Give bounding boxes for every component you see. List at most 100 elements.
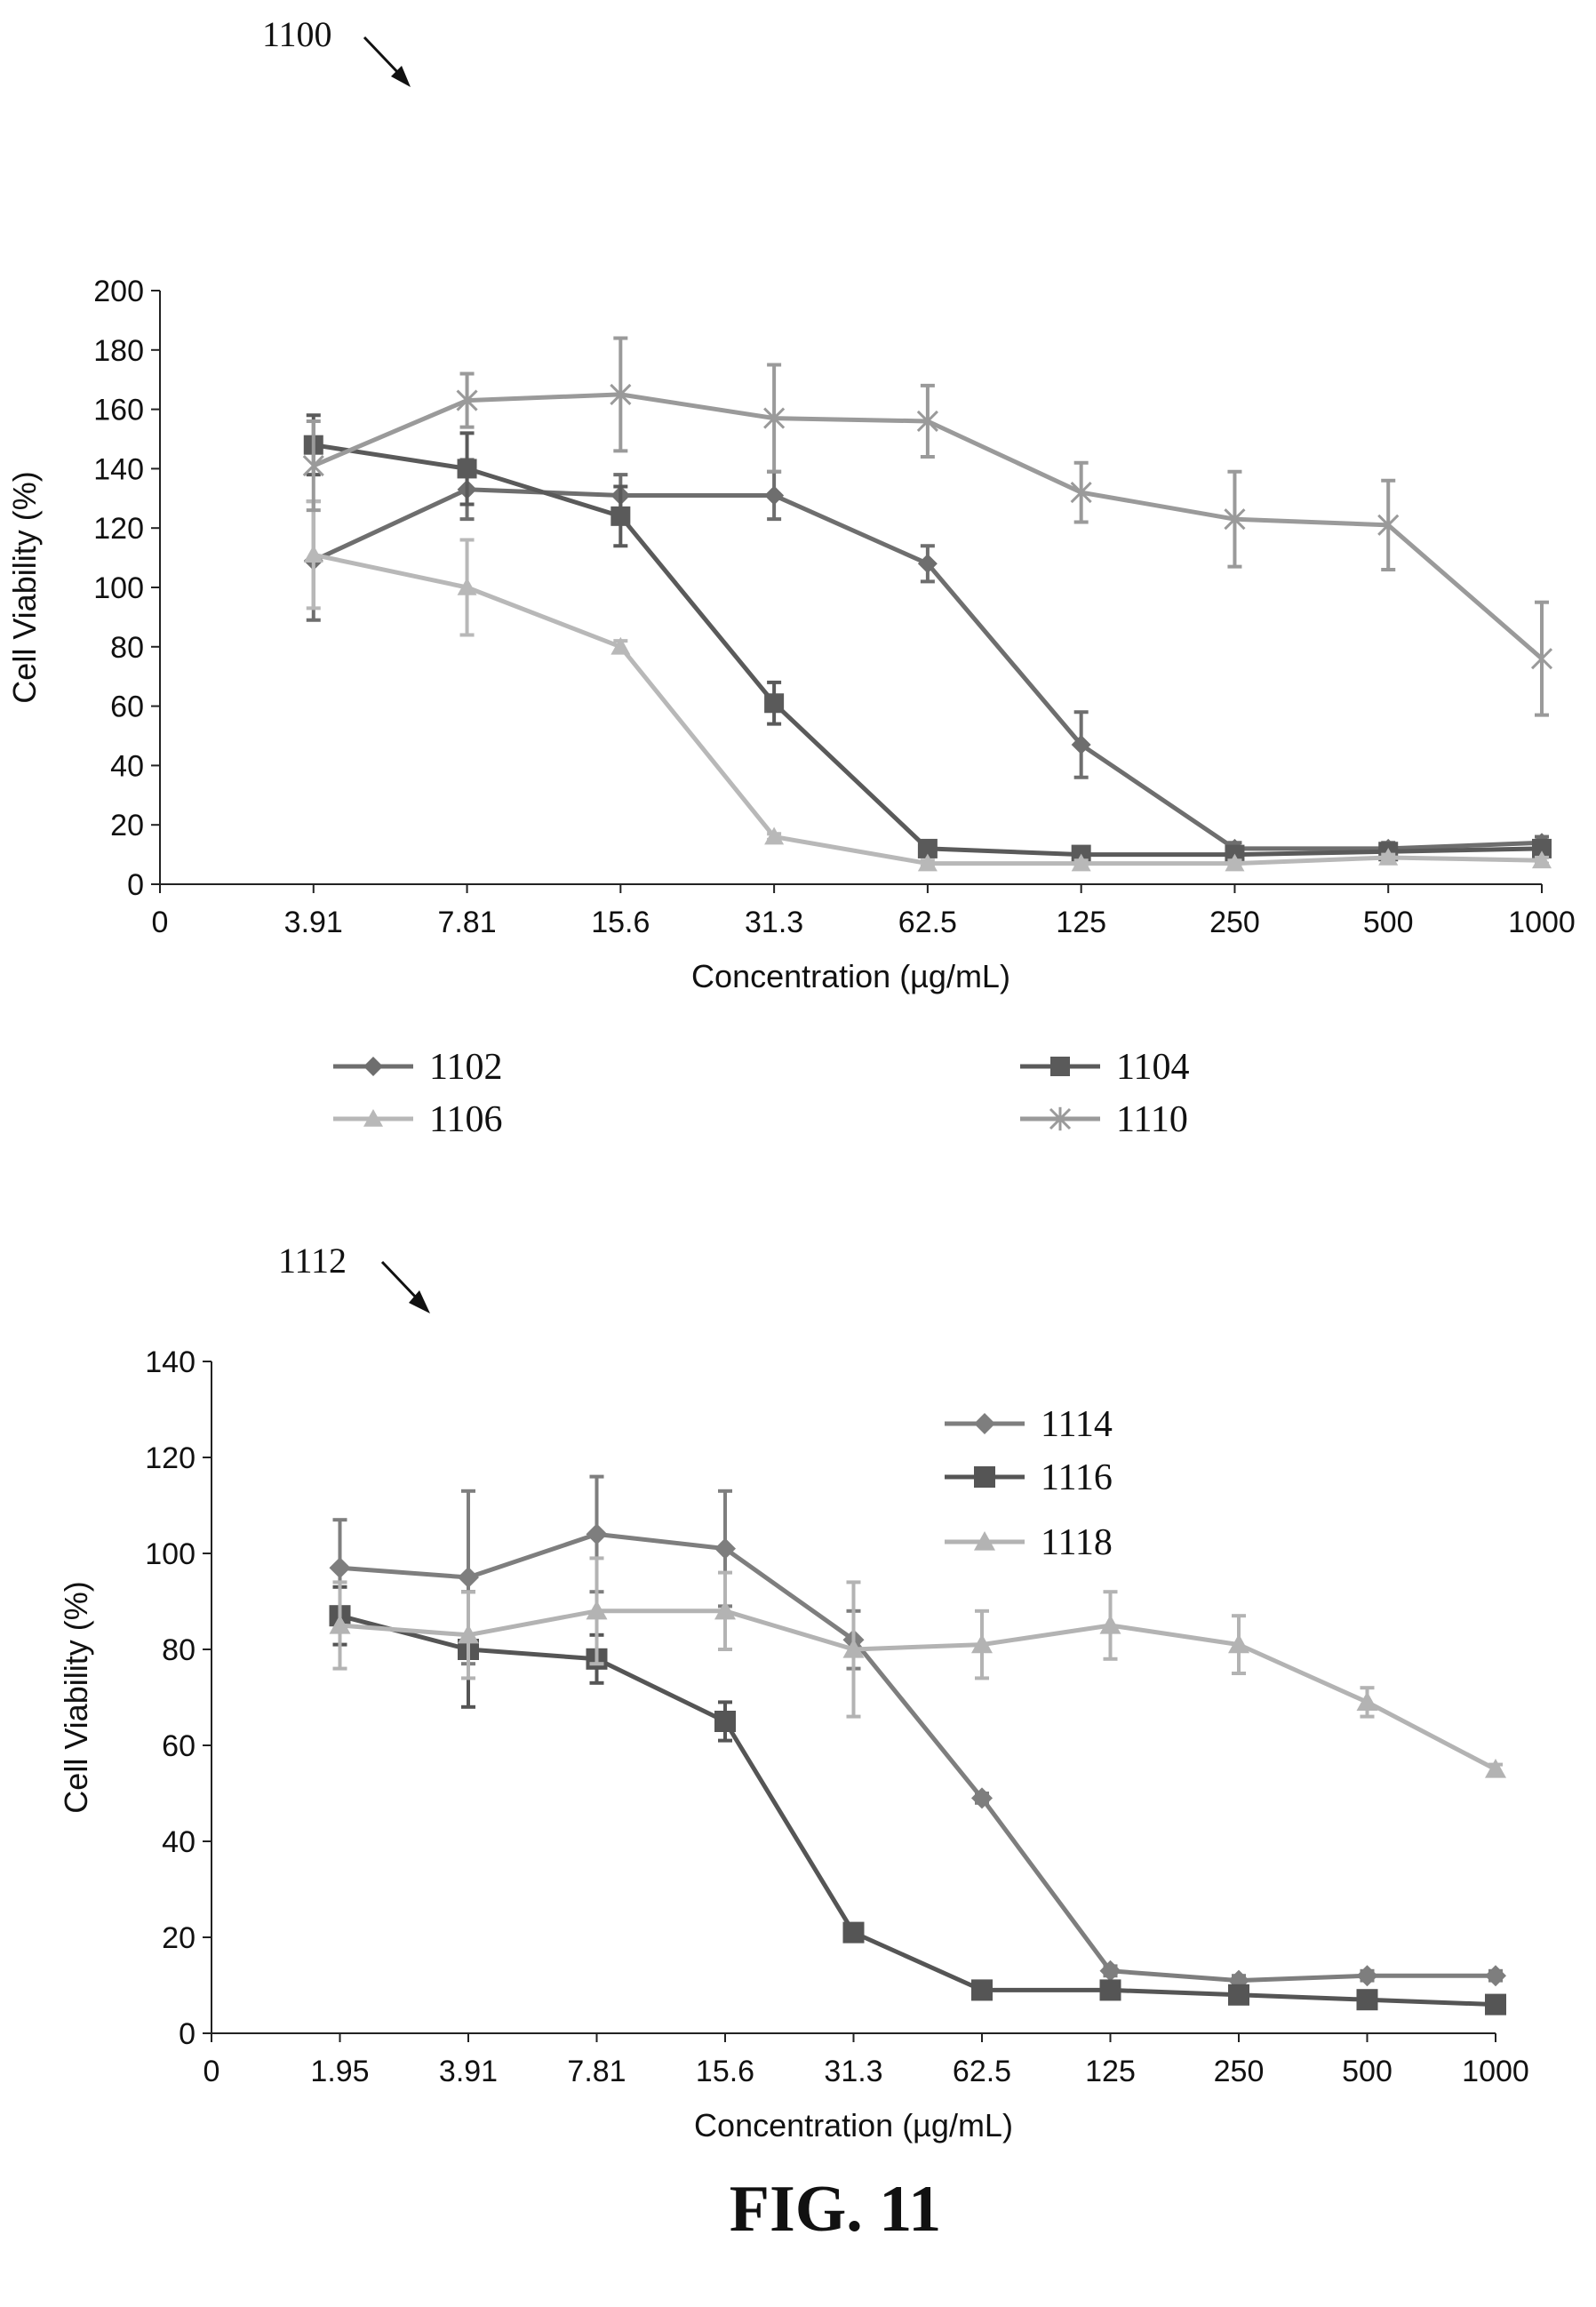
chart1-y-tick-label: 100 [93,571,144,605]
chart1-point [1224,507,1246,531]
chart2-legend-marker [974,1531,995,1551]
chart2-y-tick-label: 20 [162,1921,196,1955]
chart1-y-tick-label: 20 [110,809,144,842]
chart2-legend-item-1114: 1114 [945,1404,1113,1445]
chart1-ref-arrow-head-icon [391,66,411,87]
chart-1112: 0 20 40 60 80 100 120 140 0 1.95 3.91 7.81 15.6 31.3 6… [58,1345,1529,2143]
chart2-y-tick-label: 100 [145,1537,196,1571]
chart1-legend-marker [363,1057,383,1076]
chart1-point [1071,735,1091,755]
chart2-point [1356,1691,1378,1711]
chart1-y-tick-label: 60 [110,691,144,724]
chart2-y-tick-label: 40 [162,1825,196,1859]
chart1-series-1104 [303,413,1552,865]
chart2-point [586,1600,608,1620]
chart1-y-tick-label: 160 [93,394,144,427]
chart1-point [302,453,324,478]
chart1-legend-marker [1049,1106,1072,1131]
chart2-series-1116 [329,1585,1506,2016]
chart2-point [1099,1979,1121,2001]
chart2-point [458,1624,479,1644]
chart1-point [764,693,785,714]
chart1-x-tick-label: 250 [1209,906,1260,939]
figure-caption: FIG. 11 [730,2173,941,2246]
chart1-legend-item-1104: 1104 [1020,1047,1189,1088]
chart1-point [610,382,632,407]
chart1-series-1102 [303,458,1552,858]
chart2-x-tick-label: 1.95 [310,2055,369,2088]
chart2-series-line [339,1609,1497,1772]
chart1-legend-label: 1104 [1116,1047,1189,1088]
chart2-x-tick-label: 7.81 [567,2055,626,2088]
chart1-point [764,826,785,845]
chart1-point [1071,853,1091,872]
chart2-x-tick-label: 500 [1342,2055,1393,2088]
chart1-point [916,409,938,434]
chart1-point [610,636,631,655]
chart2-x-tick-label: 1000 [1462,2055,1529,2088]
chart1-point [1378,847,1399,866]
chart1-ref-arrow-shaft [363,36,402,76]
chart2-point [1485,1759,1506,1778]
chart2-ref: 1112 [278,1241,430,1313]
chart2-ref-label: 1112 [278,1241,347,1281]
chart2-point [329,1557,351,1579]
chart2-x-tick-label: 15.6 [696,2055,754,2088]
chart2-point [1356,1965,1378,1987]
chart2-series-1114 [329,1474,1506,1992]
chart1-y-tick-label: 120 [93,512,144,546]
chart2-x-tick-label: 62.5 [953,2055,1011,2088]
chart1-x-tick-label: 125 [1056,906,1106,939]
chart2-point [329,1615,351,1634]
chart2-point [586,1523,608,1545]
chart2-legend-item-1116: 1116 [945,1457,1113,1498]
chart1-point [764,485,785,506]
chart2-point [971,1787,993,1809]
chart1-point [917,554,938,574]
chart1-series-1106 [303,499,1552,872]
chart1-series-line [312,487,1543,851]
chart2-ref-arrow-shaft [380,1260,419,1301]
chart2-series-line [339,1613,1496,2008]
chart1-legend-item-1106: 1106 [333,1099,502,1140]
chart1-x-tick-label: 1000 [1508,906,1576,939]
chart1-y-tick-label: 140 [93,452,144,486]
chart1-legend-label: 1102 [429,1047,502,1088]
chart1-point [1070,480,1092,505]
chart2-y-tick-label: 80 [162,1633,196,1667]
chart1-point [457,578,477,595]
chart2-point [1099,1960,1121,1982]
chart1-x-tick-label: 15.6 [591,906,650,939]
chart-1100: 0 20 40 60 80 100 120 140 160 180 200 0 3.91 7.81 15.6… [6,275,1576,1140]
chart1-point [1532,850,1552,869]
chart2-y-tick-label: 60 [162,1729,196,1763]
chart2-point [1485,1993,1506,2016]
chart1-point [917,838,938,858]
chart1-ref: 1100 [262,14,411,87]
chart1-point [1225,853,1245,872]
chart1-ref-label: 1100 [262,14,332,54]
chart2-point [842,1921,865,1944]
chart1-point [1530,646,1553,671]
chart2-point [1485,1965,1506,1987]
chart2-y-tick-label: 140 [145,1345,196,1379]
chart2-point [714,1600,736,1620]
chart1-legend-label: 1110 [1116,1099,1188,1140]
chart1-series-line [313,443,1543,858]
chart2-point [1356,1989,1378,2011]
chart2-legend-label: 1116 [1041,1457,1113,1498]
chart2-x-tick-label: 0 [203,2055,220,2088]
chart1-y-tick-label: 200 [93,275,144,308]
chart2-point [842,1639,865,1658]
chart2-series-1118 [329,1556,1506,1778]
chart2-x-tick-label: 125 [1085,2055,1136,2088]
chart1-point [1377,513,1400,538]
chart1-legend-item-1102: 1102 [333,1047,502,1088]
chart1-x-axis-title: Concentration (µg/mL) [691,958,1010,994]
chart2-x-tick-label: 250 [1214,2055,1265,2088]
chart2-point [1099,1615,1121,1634]
chart2-x-axis-title: Concentration (µg/mL) [694,2107,1013,2143]
chart2-point [714,1537,736,1560]
chart1-series-line [313,552,1543,866]
